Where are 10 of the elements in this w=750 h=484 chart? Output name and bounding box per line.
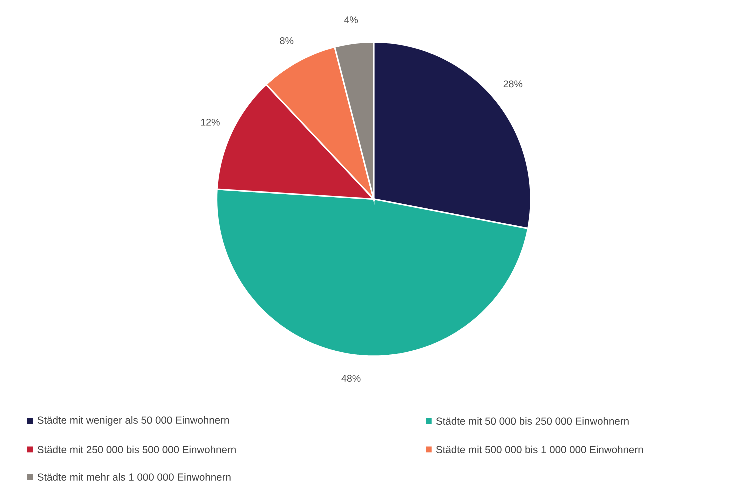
legend-label: Städte mit 50 000 bis 250 000 Einwohnern (436, 417, 629, 425)
data-label: 48% (342, 375, 361, 382)
legend-label: Städte mit weniger als 50 000 Einwohnern (38, 416, 230, 426)
data-label: 8% (280, 37, 294, 44)
data-label: 4% (344, 16, 358, 24)
data-label: 12% (201, 118, 220, 126)
legend-label: Städte mit 250 000 bis 500 000 Einwohnern (38, 446, 236, 454)
data-label: 28% (504, 80, 523, 88)
legend-label: Städte mit 500 000 bis 1 000 000 Einwohnern (436, 446, 644, 454)
legend-label: Städte mit mehr als 1 000 000 Einwohnern (38, 473, 231, 481)
